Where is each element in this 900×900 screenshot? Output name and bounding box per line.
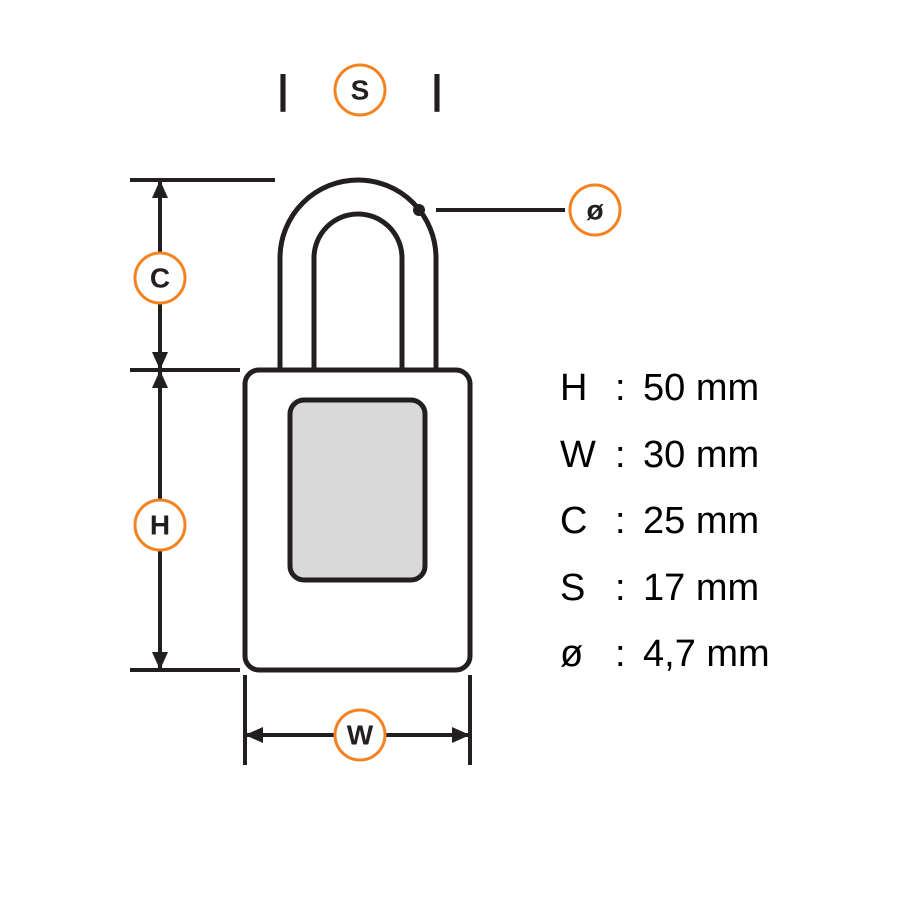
dim-label-s: S bbox=[351, 75, 370, 106]
s-tick-right: | bbox=[431, 68, 442, 112]
legend-row-s: S:17 mm bbox=[560, 555, 770, 622]
s-tick-left: | bbox=[277, 68, 288, 112]
dim-label-d: ø bbox=[586, 195, 603, 226]
legend-row-w: W:30 mm bbox=[560, 422, 770, 489]
legend-row-d: ø:4,7 mm bbox=[560, 621, 770, 688]
padlock-dimension-diagram: | | S C H Wø H:50 mm W:30 mm C:25 mm S:17 m… bbox=[0, 0, 900, 900]
dim-label-h: H bbox=[150, 510, 170, 541]
legend-row-h: H:50 mm bbox=[560, 355, 770, 422]
dim-label-c: C bbox=[150, 263, 170, 294]
legend-row-c: C:25 mm bbox=[560, 488, 770, 555]
padlock-cylinder-panel bbox=[290, 400, 425, 580]
padlock-shackle bbox=[280, 180, 436, 370]
dim-label-w: W bbox=[347, 720, 374, 751]
dimension-legend: H:50 mm W:30 mm C:25 mm S:17 mm ø:4,7 mm bbox=[560, 355, 770, 688]
